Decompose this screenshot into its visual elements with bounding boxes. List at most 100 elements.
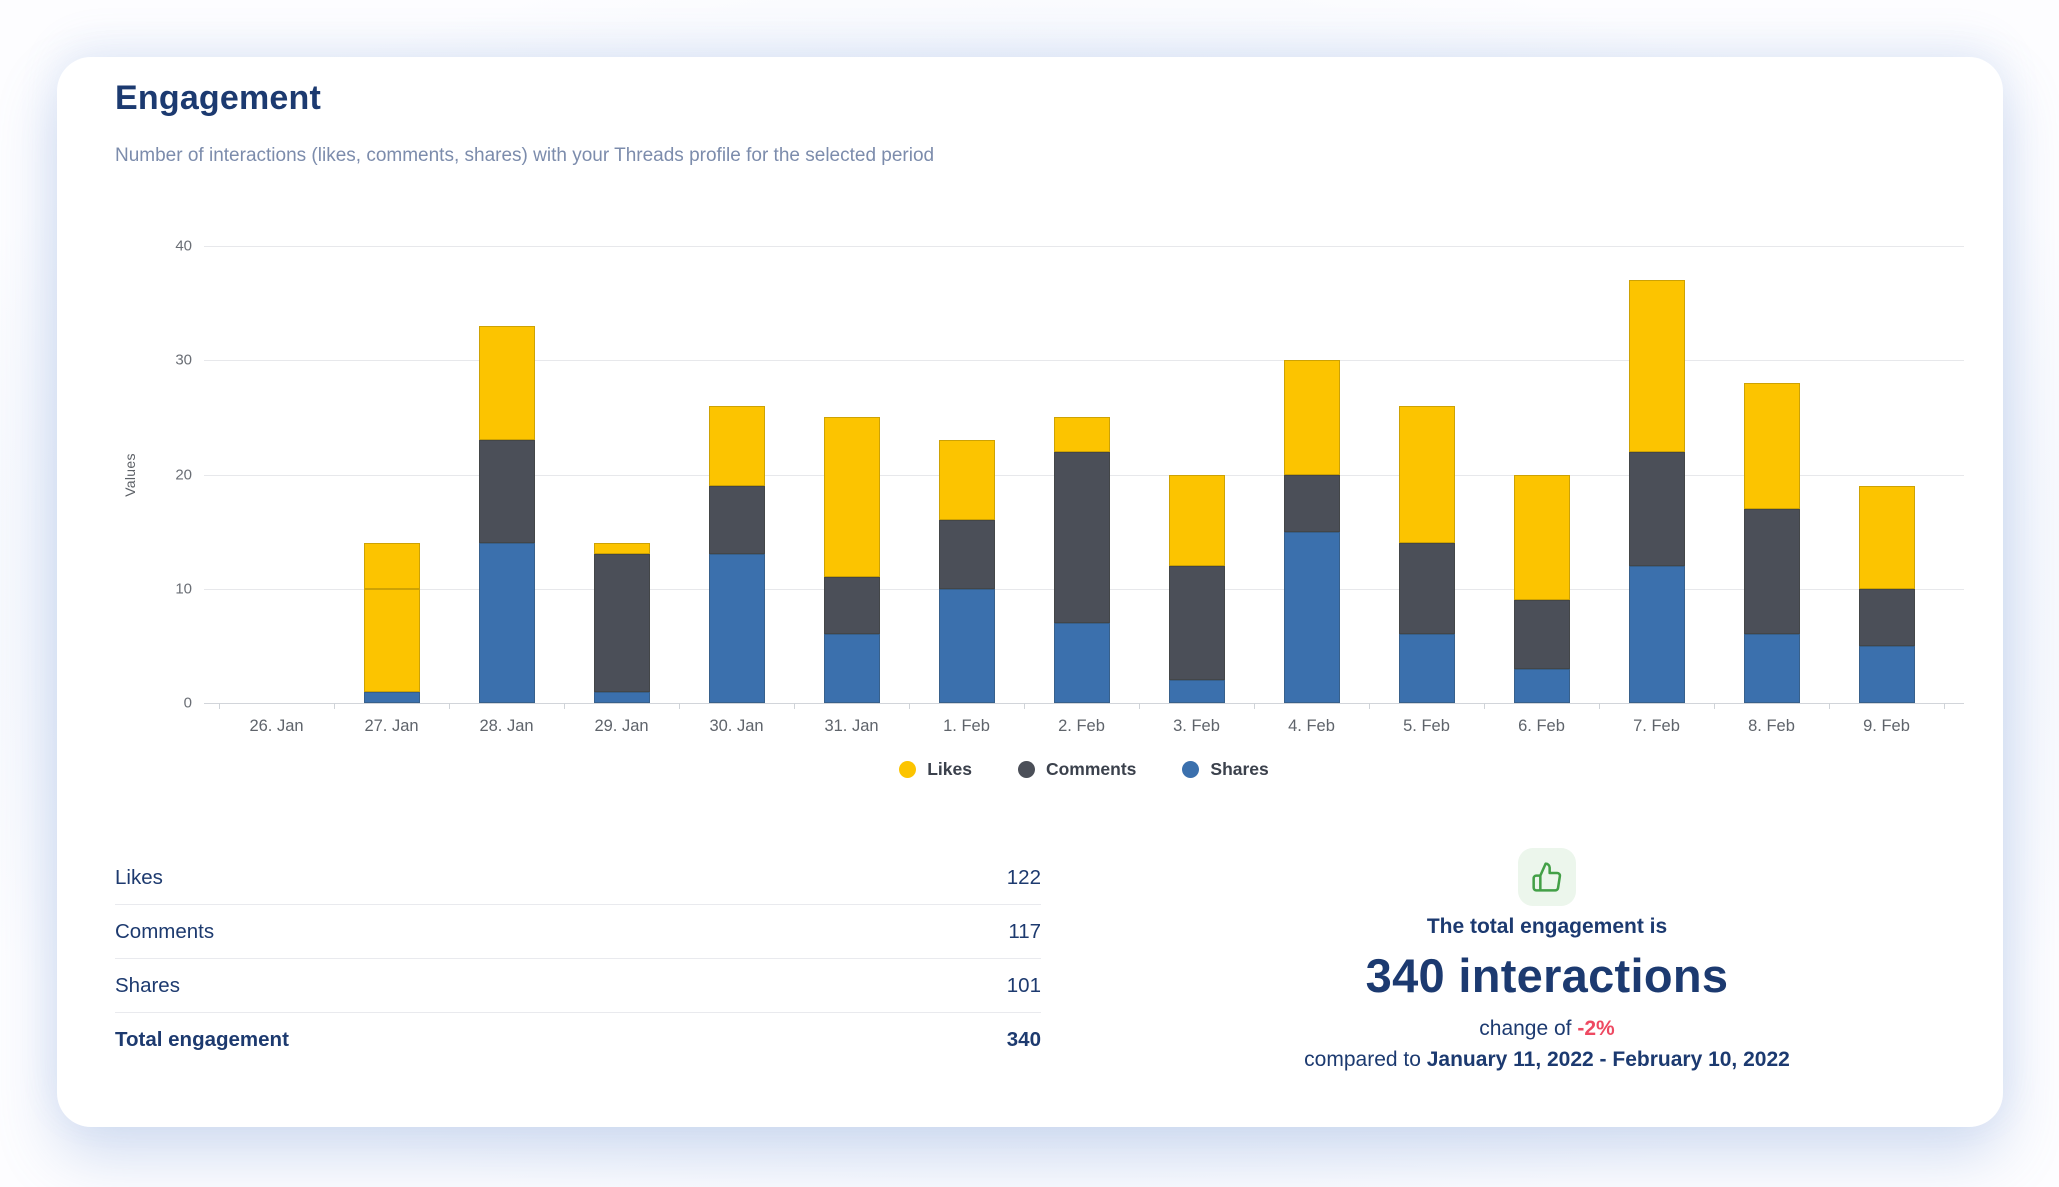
summary-row-likes: Likes 122 [115, 851, 1041, 905]
bar-segment-shares-4-feb[interactable] [1283, 531, 1340, 703]
bar-segment-comments-31-jan[interactable] [823, 577, 880, 635]
bar-segment-shares-1-feb[interactable] [938, 588, 995, 703]
legend-item-likes[interactable]: Likes [899, 759, 972, 780]
bar-segment-likes-28-jan[interactable] [478, 325, 535, 441]
bar-segment-comments-2-feb[interactable] [1053, 451, 1110, 624]
compare-line: compared to January 11, 2022 - February … [1137, 1048, 1957, 1072]
bar-segment-shares-31-jan[interactable] [823, 634, 880, 703]
x-axis-tick [679, 703, 680, 709]
x-axis-tick [1369, 703, 1370, 709]
legend-item-shares[interactable]: Shares [1182, 759, 1269, 780]
bar-segment-likes-31-jan[interactable] [823, 417, 880, 578]
bar-segment-shares-3-feb[interactable] [1168, 680, 1225, 703]
x-axis-label: 27. Jan [364, 717, 419, 735]
x-axis-label: 7. Feb [1633, 717, 1680, 735]
legend-dot-shares [1182, 761, 1200, 778]
bar-segment-comments-8-feb[interactable] [1743, 508, 1800, 635]
bar-segment-likes-29-jan[interactable] [593, 543, 650, 555]
bar-segment-comments-29-jan[interactable] [593, 554, 650, 692]
summary-label-likes: Likes [115, 865, 163, 889]
thumbs-up-icon [1518, 848, 1576, 906]
x-axis-tick [1024, 703, 1025, 709]
x-axis-tick [1139, 703, 1140, 709]
x-axis-label: 26. Jan [249, 717, 304, 735]
legend-label-comments: Comments [1045, 759, 1137, 779]
bar-segment-shares-7-feb[interactable] [1628, 565, 1685, 703]
y-axis-tick-label: 40 [175, 237, 192, 255]
summary-label-total-engagement: Total engagement [115, 1028, 289, 1051]
summary-value-likes: 122 [1006, 865, 1041, 889]
x-axis-label: 30. Jan [709, 717, 764, 735]
bar-segment-shares-27-jan[interactable] [363, 691, 420, 703]
x-axis-tick [334, 703, 335, 709]
bar-segment-likes-6-feb[interactable] [1513, 474, 1570, 601]
summary-row-shares: Shares 101 [115, 959, 1041, 1013]
x-axis-tick [449, 703, 450, 709]
bar-segment-likes-3-feb[interactable] [1168, 474, 1225, 566]
bar-segment-shares-5-feb[interactable] [1398, 634, 1455, 703]
x-axis-label: 1. Feb [943, 717, 990, 735]
engagement-card: Engagement Number of interactions (likes… [57, 57, 2003, 1127]
summary-value-total-engagement: 340 [1006, 1028, 1041, 1051]
bar-segment-likes-30-jan[interactable] [708, 405, 765, 486]
summary-row-comments: Comments 117 [115, 905, 1041, 959]
bar-segment-shares-6-feb[interactable] [1513, 668, 1570, 703]
bar-segment-comments-6-feb[interactable] [1513, 600, 1570, 669]
page-title: Engagement [115, 79, 322, 117]
bar-segment-likes-8-feb[interactable] [1743, 383, 1800, 509]
bar-segment-likes-7-feb[interactable] [1628, 280, 1685, 452]
bar-segment-shares-29-jan[interactable] [593, 691, 650, 703]
legend-label-likes: Likes [927, 759, 972, 779]
x-axis-label: 29. Jan [594, 717, 649, 735]
x-axis-tick [1254, 703, 1255, 709]
chart-legend: Likes Comments Shares [204, 759, 1964, 780]
x-axis-line [204, 703, 1964, 704]
y-axis-title: Values [122, 452, 138, 497]
page-subtitle: Number of interactions (likes, comments,… [115, 145, 935, 166]
x-axis-label: 2. Feb [1058, 717, 1105, 735]
x-axis-tick [794, 703, 795, 709]
x-axis-tick [1829, 703, 1830, 709]
bar-segment-comments-28-jan[interactable] [478, 440, 535, 544]
bar-segment-likes-1-feb[interactable] [938, 440, 995, 521]
bar-segment-comments-9-feb[interactable] [1858, 588, 1915, 646]
gridline [204, 360, 1964, 362]
bar-segment-likes-2-feb[interactable] [1053, 417, 1110, 452]
compare-range: January 11, 2022 - February 10, 2022 [1426, 1048, 1790, 1071]
bar-segment-comments-30-jan[interactable] [708, 485, 765, 555]
bar-segment-likes-5-feb[interactable] [1398, 405, 1455, 544]
bar-segment-shares-2-feb[interactable] [1053, 623, 1110, 703]
bar-segment-comments-27-jan[interactable] [363, 588, 420, 692]
bar-segment-comments-7-feb[interactable] [1628, 451, 1685, 566]
bar-segment-comments-5-feb[interactable] [1398, 543, 1455, 635]
legend-label-shares: Shares [1210, 759, 1269, 779]
x-axis-tick [1484, 703, 1485, 709]
x-axis-tick [909, 703, 910, 709]
bar-segment-shares-8-feb[interactable] [1743, 634, 1800, 703]
bar-segment-likes-9-feb[interactable] [1858, 485, 1915, 589]
total-engagement-caption: The total engagement is [1426, 915, 1668, 938]
x-axis-label: 4. Feb [1288, 717, 1335, 735]
bar-segment-comments-3-feb[interactable] [1168, 565, 1225, 681]
x-axis-label: 6. Feb [1518, 717, 1565, 735]
bar-segment-comments-1-feb[interactable] [938, 520, 995, 589]
legend-dot-likes [899, 761, 917, 778]
bar-segment-shares-30-jan[interactable] [708, 554, 765, 703]
summary-value-shares: 101 [1006, 973, 1041, 997]
x-axis-label: 8. Feb [1748, 717, 1795, 735]
bar-segment-likes-27-jan[interactable] [363, 543, 420, 589]
x-axis-label: 9. Feb [1863, 717, 1910, 735]
legend-item-comments[interactable]: Comments [1017, 759, 1137, 780]
x-axis-tick [1714, 703, 1715, 709]
bar-segment-comments-4-feb[interactable] [1283, 474, 1340, 532]
legend-dot-comments [1017, 761, 1035, 778]
x-axis-tick [1944, 703, 1945, 709]
gridline [204, 246, 1964, 247]
bar-segment-shares-9-feb[interactable] [1858, 645, 1915, 703]
change-prefix: change of [1479, 1017, 1578, 1040]
bar-segment-likes-4-feb[interactable] [1283, 360, 1340, 475]
x-axis-label: 31. Jan [824, 717, 879, 735]
x-axis-label: 3. Feb [1173, 717, 1220, 735]
bar-segment-shares-28-jan[interactable] [478, 543, 535, 703]
x-axis-label: 5. Feb [1403, 717, 1450, 735]
